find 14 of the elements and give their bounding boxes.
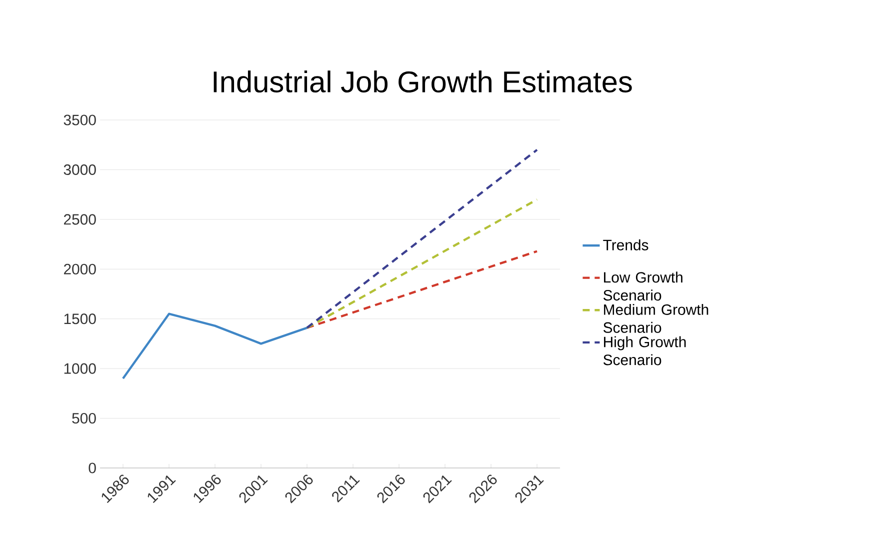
y-tick-label: 2500 xyxy=(64,214,96,225)
y-tick-label: 1500 xyxy=(64,314,96,324)
legend-label: Trends xyxy=(603,239,648,250)
y-tick-label: 0 xyxy=(88,462,96,474)
y-tick-label: 500 xyxy=(72,412,96,424)
y-tick-label: 1000 xyxy=(64,363,96,374)
line-series xyxy=(122,312,308,380)
y-tick-label: 3500 xyxy=(64,114,96,126)
legend-label: Low Growth Scenario xyxy=(603,272,682,301)
chart-title: Industrial Job Growth Estimates xyxy=(214,70,632,92)
legend-label: High Growth Scenario xyxy=(603,336,686,366)
legend-label: Medium Growth Scenario xyxy=(603,304,708,333)
y-tick-label: 2000 xyxy=(64,264,96,274)
y-tick-label: 3000 xyxy=(64,164,96,175)
